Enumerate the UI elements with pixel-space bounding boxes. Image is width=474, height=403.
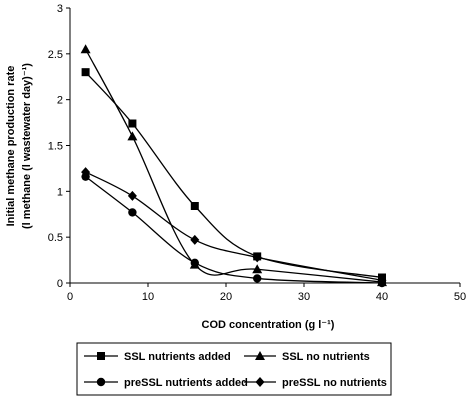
data-point-pressl-no-nutrients bbox=[81, 167, 91, 178]
data-point-pressl-nutrients-added bbox=[253, 274, 262, 283]
data-point-pressl-nutrients-added bbox=[128, 208, 137, 217]
y-tick-label: 0 bbox=[57, 278, 63, 290]
data-point-ssl-no-nutrients bbox=[127, 131, 138, 141]
x-tick-label: 40 bbox=[376, 291, 388, 303]
y-axis-title-line1: Initial methane production rate bbox=[5, 66, 17, 227]
x-tick-label: 50 bbox=[454, 291, 466, 303]
data-point-ssl-no-nutrients bbox=[80, 44, 91, 54]
legend-marker-ssl-no-nutrients bbox=[255, 351, 265, 360]
x-tick-label: 30 bbox=[298, 291, 310, 303]
y-tick-label: 3 bbox=[57, 3, 63, 15]
x-tick-label: 0 bbox=[67, 291, 73, 303]
legend-box bbox=[76, 342, 392, 396]
data-point-pressl-no-nutrients bbox=[252, 252, 262, 263]
y-tick-label: 2.5 bbox=[48, 49, 63, 61]
y-tick-label: 0.5 bbox=[48, 232, 63, 244]
data-point-ssl-nutrients-added bbox=[128, 119, 137, 128]
y-tick-label: 1.5 bbox=[48, 141, 63, 153]
legend-marker-pressl-nutrients-added bbox=[96, 377, 106, 387]
series-line-pressl-nutrients-added bbox=[85, 176, 383, 284]
legend-label-pressl-no-nutrients: preSSL no nutrients bbox=[282, 377, 387, 389]
data-point-pressl-no-nutrients bbox=[377, 275, 387, 286]
y-axis-title-line2: (l methane (l wastewater day)⁻¹) bbox=[21, 63, 33, 229]
series-line-ssl-no-nutrients bbox=[85, 48, 383, 283]
y-tick-label: 2 bbox=[57, 95, 63, 107]
data-point-pressl-no-nutrients bbox=[127, 190, 137, 201]
legend: SSL nutrients added SSL no nutrients preSS… bbox=[76, 342, 392, 396]
legend-label-ssl-no-nutrients: SSL no nutrients bbox=[282, 351, 370, 363]
series-line-pressl-no-nutrients bbox=[85, 171, 383, 281]
data-point-ssl-nutrients-added bbox=[190, 202, 199, 210]
x-tick-label: 20 bbox=[220, 291, 232, 303]
legend-label-ssl-nutrients-added: SSL nutrients added bbox=[124, 351, 231, 363]
data-point-pressl-nutrients-added bbox=[190, 258, 199, 268]
plot-area: 00.511.522.530 10 20 30 40 50 bbox=[48, 3, 466, 303]
data-point-ssl-nutrients-added bbox=[81, 68, 90, 77]
legend-label-pressl-nutrients-added: preSSL nutrients added bbox=[124, 377, 248, 389]
x-tick-label: 10 bbox=[142, 291, 154, 303]
x-axis-title: COD concentration (g l⁻¹) bbox=[202, 319, 335, 331]
y-tick-label: 1 bbox=[57, 186, 63, 198]
legend-marker-pressl-no-nutrients bbox=[255, 377, 265, 387]
legend-marker-ssl-nutrients-added bbox=[97, 352, 105, 360]
data-point-ssl-no-nutrients bbox=[252, 264, 263, 274]
data-point-pressl-no-nutrients bbox=[190, 234, 200, 245]
series-line-ssl-nutrients-added bbox=[85, 71, 383, 279]
